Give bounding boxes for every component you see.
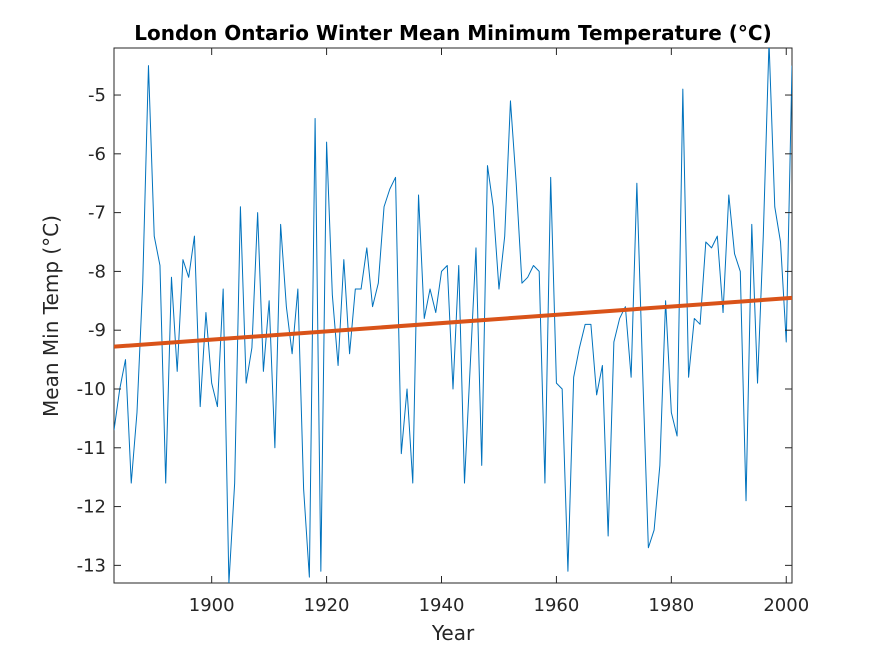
y-tick-label: -5 <box>88 85 106 106</box>
series-layer <box>114 48 792 583</box>
y-axis-label: Mean Min Temp (°C) <box>39 215 63 417</box>
y-tick-label: -6 <box>88 144 106 165</box>
x-tick-label: 2000 <box>763 595 809 616</box>
x-tick-label: 1900 <box>189 595 235 616</box>
x-tick-label: 1920 <box>304 595 350 616</box>
y-tick-label: -13 <box>77 555 106 576</box>
y-tick-label: -11 <box>77 438 106 459</box>
y-tick-label: -7 <box>88 203 106 224</box>
x-tick-label: 1980 <box>648 595 694 616</box>
plot-frame <box>113 47 793 584</box>
series-line-temperature <box>114 48 792 583</box>
y-axis: -13 -12 -11 -10 -9 -8 -7 -6 -5 <box>77 85 792 576</box>
x-tick-label: 1960 <box>534 595 580 616</box>
series-line-trend <box>114 295 792 349</box>
chart-title: London Ontario Winter Mean Minimum Tempe… <box>134 21 771 45</box>
y-tick-label: -9 <box>88 320 106 341</box>
y-tick-label: -12 <box>77 497 106 518</box>
x-tick-label: 1940 <box>419 595 465 616</box>
x-axis: 1900 1920 1940 1960 1980 2000 <box>189 48 809 616</box>
x-axis-label: Year <box>431 621 475 645</box>
y-tick-label: -10 <box>77 379 106 400</box>
y-tick-label: -8 <box>88 261 106 282</box>
